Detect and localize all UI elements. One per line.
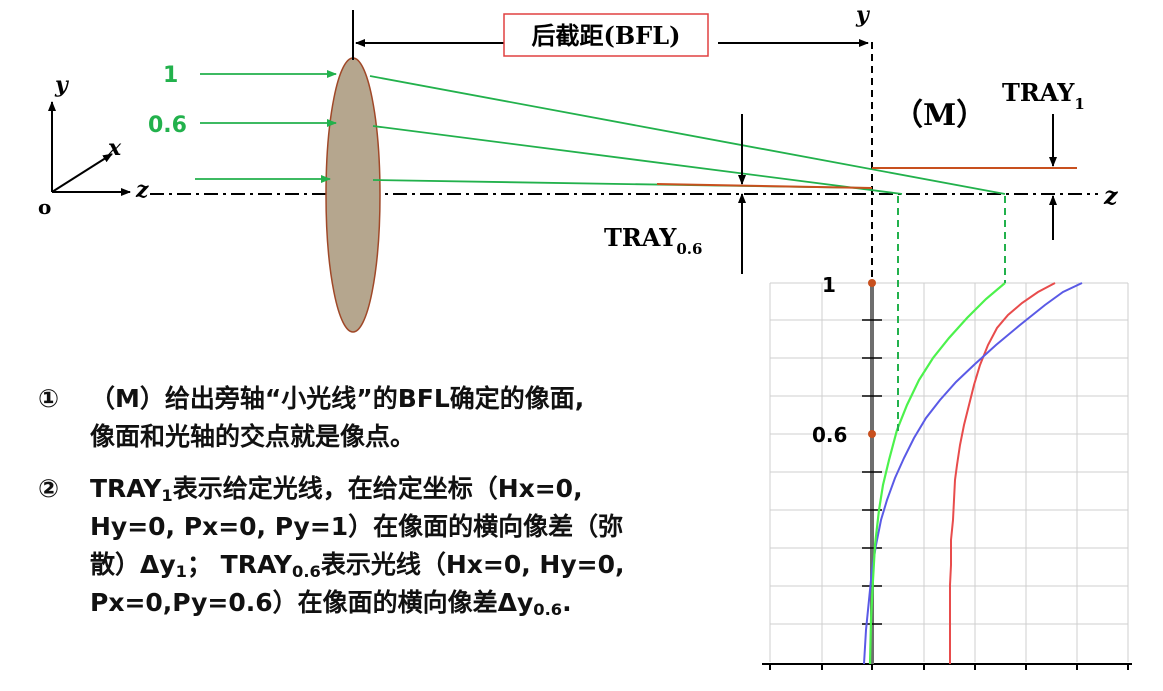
origin-label: o bbox=[38, 195, 51, 219]
curve-blue bbox=[863, 282, 1083, 665]
bfl-label-box bbox=[503, 13, 709, 57]
note-1-number: ① bbox=[38, 384, 60, 413]
curve-red bbox=[949, 282, 1056, 664]
optical-axis-z-label: z bbox=[1103, 181, 1119, 210]
note-2-text: TRAY1表示给定光线，在给定坐标（Hx=0, Hy=0, Px=0, Py=1… bbox=[90, 474, 625, 620]
note-2: ② TRAY1表示给定光线，在给定坐标（Hx=0, Hy=0, Px=0, Py… bbox=[38, 470, 748, 622]
refracted-rays bbox=[369, 75, 1006, 195]
tray06-label: TRAY0.6 bbox=[604, 223, 702, 258]
tray06-offset-line bbox=[656, 183, 873, 189]
note-2-number: ② bbox=[38, 474, 60, 503]
axis-z-label: z bbox=[135, 177, 149, 203]
axis-x-arrow bbox=[51, 153, 113, 193]
ray-label-06: 0.6 bbox=[148, 113, 187, 138]
refracted-ray-06 bbox=[372, 125, 903, 195]
marker-M: （M） bbox=[893, 98, 986, 133]
note-1: ① （M）给出旁轴“小光线”的BFL确定的像面, 像面和光轴的交点就是像点。 bbox=[38, 380, 748, 456]
plot-tick-label-06: 0.6 bbox=[812, 423, 847, 447]
image-plane-y-label: y bbox=[855, 2, 871, 28]
incoming-rays: 1 0.6 bbox=[148, 63, 337, 183]
plot-tick-label-1: 1 bbox=[822, 273, 836, 297]
aberration-markers: TRAY1 TRAY0.6 bbox=[604, 78, 1085, 274]
note-1-line-1: （M）给出旁轴“小光线”的BFL确定的像面, bbox=[90, 384, 585, 413]
axis-x-label: x bbox=[107, 135, 122, 161]
tray1-label: TRAY1 bbox=[1002, 78, 1085, 113]
curve-green bbox=[868, 282, 1006, 665]
ray-intercept-plot: 1 0.6 bbox=[762, 273, 1132, 670]
note-1-line-2: 像面和光轴的交点就是像点。 bbox=[90, 422, 416, 451]
bfl-label: 后截距(BFL) bbox=[532, 21, 681, 50]
note-1-text: （M）给出旁轴“小光线”的BFL确定的像面, 像面和光轴的交点就是像点。 bbox=[90, 380, 748, 456]
axis-y-label: y bbox=[54, 72, 70, 98]
coordinate-axes: y x z o bbox=[38, 72, 149, 219]
plot-marker-06 bbox=[868, 430, 876, 438]
ray-label-1: 1 bbox=[163, 63, 178, 88]
plot-marker-1 bbox=[868, 279, 876, 287]
lens bbox=[325, 57, 381, 333]
refracted-ray-1 bbox=[369, 75, 1006, 195]
notes: ① （M）给出旁轴“小光线”的BFL确定的像面, 像面和光轴的交点就是像点。 ②… bbox=[38, 380, 748, 636]
